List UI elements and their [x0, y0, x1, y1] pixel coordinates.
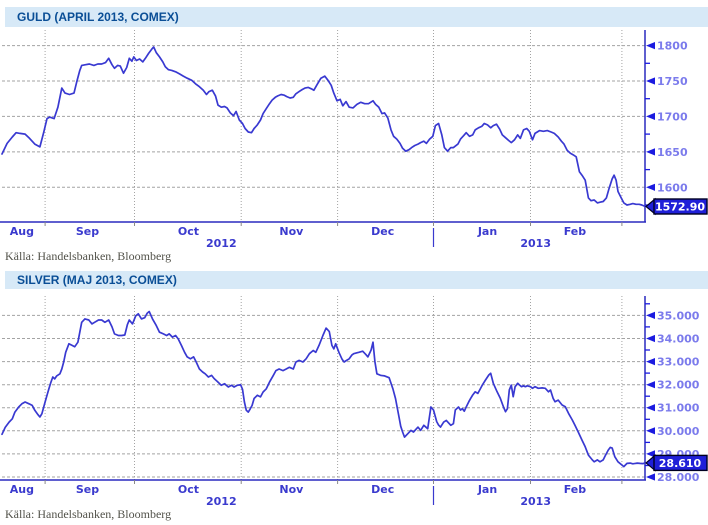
y-tick-label: 34.000 — [657, 333, 700, 346]
y-tick-arrow-icon — [646, 42, 655, 50]
y-tick-arrow-icon — [646, 112, 655, 120]
y-tick-arrow-icon — [646, 334, 655, 343]
month-label: Sep — [76, 483, 99, 496]
year-label: 2013 — [520, 495, 551, 508]
y-tick-label: 1750 — [657, 75, 688, 88]
last-price-label: 1572.90 — [655, 201, 705, 214]
y-tick-arrow-icon — [646, 77, 655, 85]
year-label: 2012 — [206, 237, 237, 250]
month-label: Dec — [371, 225, 394, 238]
y-tick-arrow-icon — [646, 473, 655, 481]
month-label: Feb — [564, 225, 587, 238]
y-tick-label: 31.000 — [657, 402, 700, 415]
y-tick-arrow-icon — [646, 148, 655, 156]
y-tick-arrow-icon — [646, 381, 655, 389]
month-label: Aug — [10, 483, 34, 496]
y-tick-label: 35.000 — [657, 309, 700, 322]
y-tick-label: 1600 — [657, 181, 688, 194]
y-tick-arrow-icon — [646, 427, 655, 435]
last-price-tag — [653, 198, 708, 215]
month-label: Dec — [371, 483, 394, 496]
silver-chart-title: SILVER (MAJ 2013, COMEX) — [17, 273, 177, 287]
month-label: Jan — [477, 483, 497, 496]
y-tick-label: 33.000 — [657, 356, 700, 369]
gold-source-caption: Källa: Handelsbanken, Bloomberg — [5, 249, 172, 263]
y-tick-label: 28.000 — [657, 471, 700, 484]
y-tick-label: 1800 — [657, 40, 688, 53]
y-tick-label: 1650 — [657, 146, 688, 159]
last-price-label: 28.610 — [659, 457, 702, 470]
y-tick-arrow-icon — [646, 311, 655, 319]
month-label: Aug — [10, 225, 34, 238]
price-line-series — [1, 46, 646, 208]
y-tick-arrow-icon — [646, 404, 655, 412]
month-label: Nov — [279, 483, 304, 496]
y-tick-arrow-icon — [646, 183, 655, 191]
silver-source-caption: Källa: Handelsbanken, Bloomberg — [5, 507, 172, 521]
y-tick-arrow-icon — [646, 450, 655, 458]
year-label: 2013 — [520, 237, 551, 250]
y-tick-label: 32.000 — [657, 379, 700, 392]
month-label: Jan — [477, 225, 497, 238]
silver-chart-title-bar: SILVER (MAJ 2013, COMEX) — [5, 271, 708, 289]
month-label: Nov — [279, 225, 304, 238]
year-label: 2012 — [206, 495, 237, 508]
y-tick-label: 1700 — [657, 110, 688, 123]
silver-price-chart: Aug Sep Oct Nov Dec Jan Feb 2012 2013 35.000 34.00… — [0, 296, 708, 508]
gold-price-chart: Aug Sep Oct Nov Dec Jan Feb 2012 2013 1800 1750 170… — [0, 30, 708, 250]
gold-chart-title-bar: GULD (APRIL 2013, COMEX) — [5, 7, 708, 27]
gold-chart-title: GULD (APRIL 2013, COMEX) — [17, 10, 179, 24]
y-tick-arrow-icon — [646, 358, 655, 366]
y-tick-label: 30.000 — [657, 425, 700, 438]
month-label: Feb — [564, 483, 587, 496]
month-label: Sep — [76, 225, 99, 238]
month-label: Oct — [178, 225, 199, 238]
month-label: Oct — [178, 483, 199, 496]
price-line-series — [1, 310, 646, 468]
last-price-tag — [653, 454, 708, 472]
